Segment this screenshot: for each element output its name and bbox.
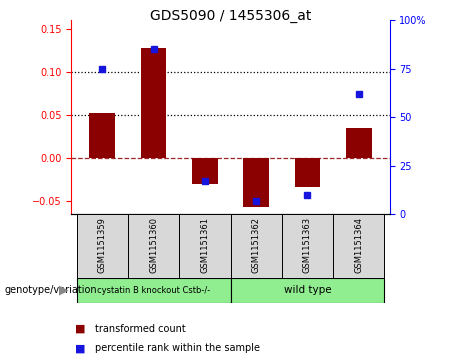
Bar (282, 214, 333, 278)
Bar (192, 158, 218, 184)
Bar (230, 214, 282, 278)
Text: cystatin B knockout Cstb-/-: cystatin B knockout Cstb-/- (97, 286, 210, 295)
Bar (295, 158, 320, 187)
Bar (333, 214, 384, 278)
Bar (77, 278, 230, 303)
Bar (128, 214, 179, 278)
Bar (230, 278, 384, 303)
Text: wild type: wild type (284, 285, 331, 295)
Text: GSM1151360: GSM1151360 (149, 217, 158, 273)
Bar (141, 48, 166, 158)
Text: transformed count: transformed count (95, 323, 185, 334)
Bar (346, 128, 372, 158)
Text: GSM1151362: GSM1151362 (252, 217, 260, 273)
Text: GSM1151364: GSM1151364 (354, 217, 363, 273)
Text: percentile rank within the sample: percentile rank within the sample (95, 343, 260, 354)
Text: ■: ■ (76, 343, 86, 354)
Text: GSM1151363: GSM1151363 (303, 217, 312, 273)
Text: GDS5090 / 1455306_at: GDS5090 / 1455306_at (150, 9, 311, 23)
Bar (243, 158, 269, 207)
Text: ▶: ▶ (59, 284, 68, 297)
Text: GSM1151359: GSM1151359 (98, 217, 107, 273)
Text: ■: ■ (76, 323, 86, 334)
Bar (77, 214, 128, 278)
Text: genotype/variation: genotype/variation (5, 285, 97, 295)
Bar (89, 113, 115, 158)
Bar (179, 214, 230, 278)
Text: GSM1151361: GSM1151361 (201, 217, 209, 273)
